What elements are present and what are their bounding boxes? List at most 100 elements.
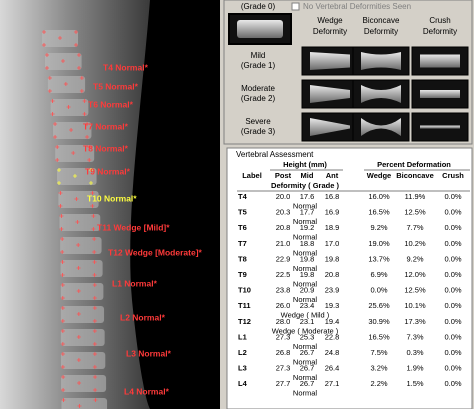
checkbox[interactable] (291, 2, 300, 11)
cell-wedge: 19.0% (368, 239, 390, 248)
marker (91, 227, 96, 231)
vertebra (53, 122, 92, 139)
marker (77, 404, 82, 408)
cell-mid: 19.8 (300, 254, 315, 263)
cell-biconcave: 12.0% (404, 270, 426, 279)
cell-ant: 16.9 (325, 208, 340, 217)
marker (92, 319, 97, 323)
cell-ant: 20.8 (325, 270, 340, 279)
marker (76, 312, 81, 316)
vertebra (47, 76, 86, 93)
marker (60, 352, 65, 356)
marker (85, 135, 90, 139)
cell-biconcave: 0.3% (406, 348, 423, 357)
cell-post: 21.0 (276, 239, 291, 248)
cell-grade: Normal (293, 357, 318, 366)
cell-mid: 26.7 (300, 348, 315, 357)
cell-grade: Wedge ( Mild ) (281, 311, 330, 320)
vertebra-label: T8 Normal* (83, 143, 129, 153)
cell-mid: 18.8 (300, 239, 315, 248)
vertebra-label: T12 Wedge [Moderate]* (108, 247, 203, 257)
cell-crush: 0.0% (444, 192, 461, 201)
marker (93, 388, 98, 392)
vertebra (55, 145, 95, 162)
vertebra-label: L2 Normal* (120, 312, 166, 322)
grade0-label: (Grade 0) (241, 2, 276, 11)
marker (66, 105, 71, 109)
cell-wedge: 2.2% (370, 379, 387, 388)
cell-crush: 0.0% (444, 301, 461, 310)
cell-crush: 0.0% (444, 223, 461, 232)
bone-shape (420, 54, 460, 68)
cell-wedge: 0.0% (370, 286, 387, 295)
cell-post: 28.0 (276, 317, 291, 326)
marker (50, 112, 55, 116)
vertebra (60, 352, 106, 369)
vertebra (61, 398, 108, 409)
group-header: Percent Deformation (377, 160, 451, 169)
row-header: Severe (245, 117, 271, 126)
cell-label: L3 (238, 364, 247, 373)
vertebra-label: T5 Normal* (93, 81, 139, 91)
marker (44, 53, 49, 57)
cell-biconcave: 17.3% (404, 317, 426, 326)
cell-grade: Normal (293, 295, 318, 304)
vertebra (50, 99, 89, 116)
marker (55, 145, 60, 149)
cell-grade: Normal (293, 201, 318, 210)
cell-grade: Normal (293, 217, 318, 226)
cell-mid: 19.8 (300, 270, 315, 279)
marker (42, 30, 46, 34)
cell-grade: Normal (293, 279, 318, 288)
column-header: Biconcave (363, 16, 400, 25)
cell-ant: 17.0 (325, 239, 340, 248)
marker (77, 381, 82, 385)
cell-label: T11 (238, 301, 251, 310)
cell-label: L4 (238, 379, 248, 388)
marker (87, 158, 92, 162)
marker (76, 289, 81, 293)
row-header: Mild (251, 51, 266, 60)
marker (92, 365, 97, 369)
bone-shape (310, 85, 350, 103)
marker (76, 66, 81, 70)
cell-label: T10 (238, 286, 251, 295)
marker (60, 260, 65, 264)
marker (53, 135, 58, 139)
cell-post: 26.8 (276, 348, 291, 357)
cell-wedge: 6.9% (370, 270, 387, 279)
cell-biconcave: 12.5% (404, 208, 426, 217)
cell-ant: 19.8 (325, 254, 340, 263)
marker (61, 388, 66, 392)
marker (47, 89, 52, 93)
group-header: Height (mm) (283, 160, 327, 169)
marker (92, 352, 97, 356)
cell-post: 27.3 (276, 332, 291, 341)
marker (92, 342, 97, 346)
cell-ant: 16.8 (325, 192, 340, 201)
grade-header: Deformity ( Grade ) (271, 181, 339, 190)
column-header: Deformity (313, 27, 347, 36)
marker (90, 204, 95, 208)
cell-biconcave: 7.7% (406, 223, 423, 232)
cell-biconcave: 12.5% (404, 286, 426, 295)
marker (47, 76, 52, 80)
marker (61, 375, 66, 379)
cell-label: T6 (238, 223, 247, 232)
cell-crush: 0.0% (444, 239, 461, 248)
cell-grade: Normal (293, 389, 318, 398)
grade0-bone (237, 20, 283, 38)
cell-ant: 27.1 (325, 379, 340, 388)
column-header: Wedge (317, 16, 343, 25)
cell-grade: Normal (293, 233, 318, 242)
marker (91, 214, 96, 218)
cell-label: T8 (238, 254, 247, 263)
cell-label: T5 (238, 208, 247, 217)
cell-crush: 0.0% (444, 270, 461, 279)
marker (53, 122, 58, 126)
cell-crush: 0.0% (444, 348, 461, 357)
marker (82, 99, 87, 103)
cell-post: 27.3 (276, 364, 291, 373)
marker (74, 30, 78, 34)
marker (42, 43, 46, 47)
